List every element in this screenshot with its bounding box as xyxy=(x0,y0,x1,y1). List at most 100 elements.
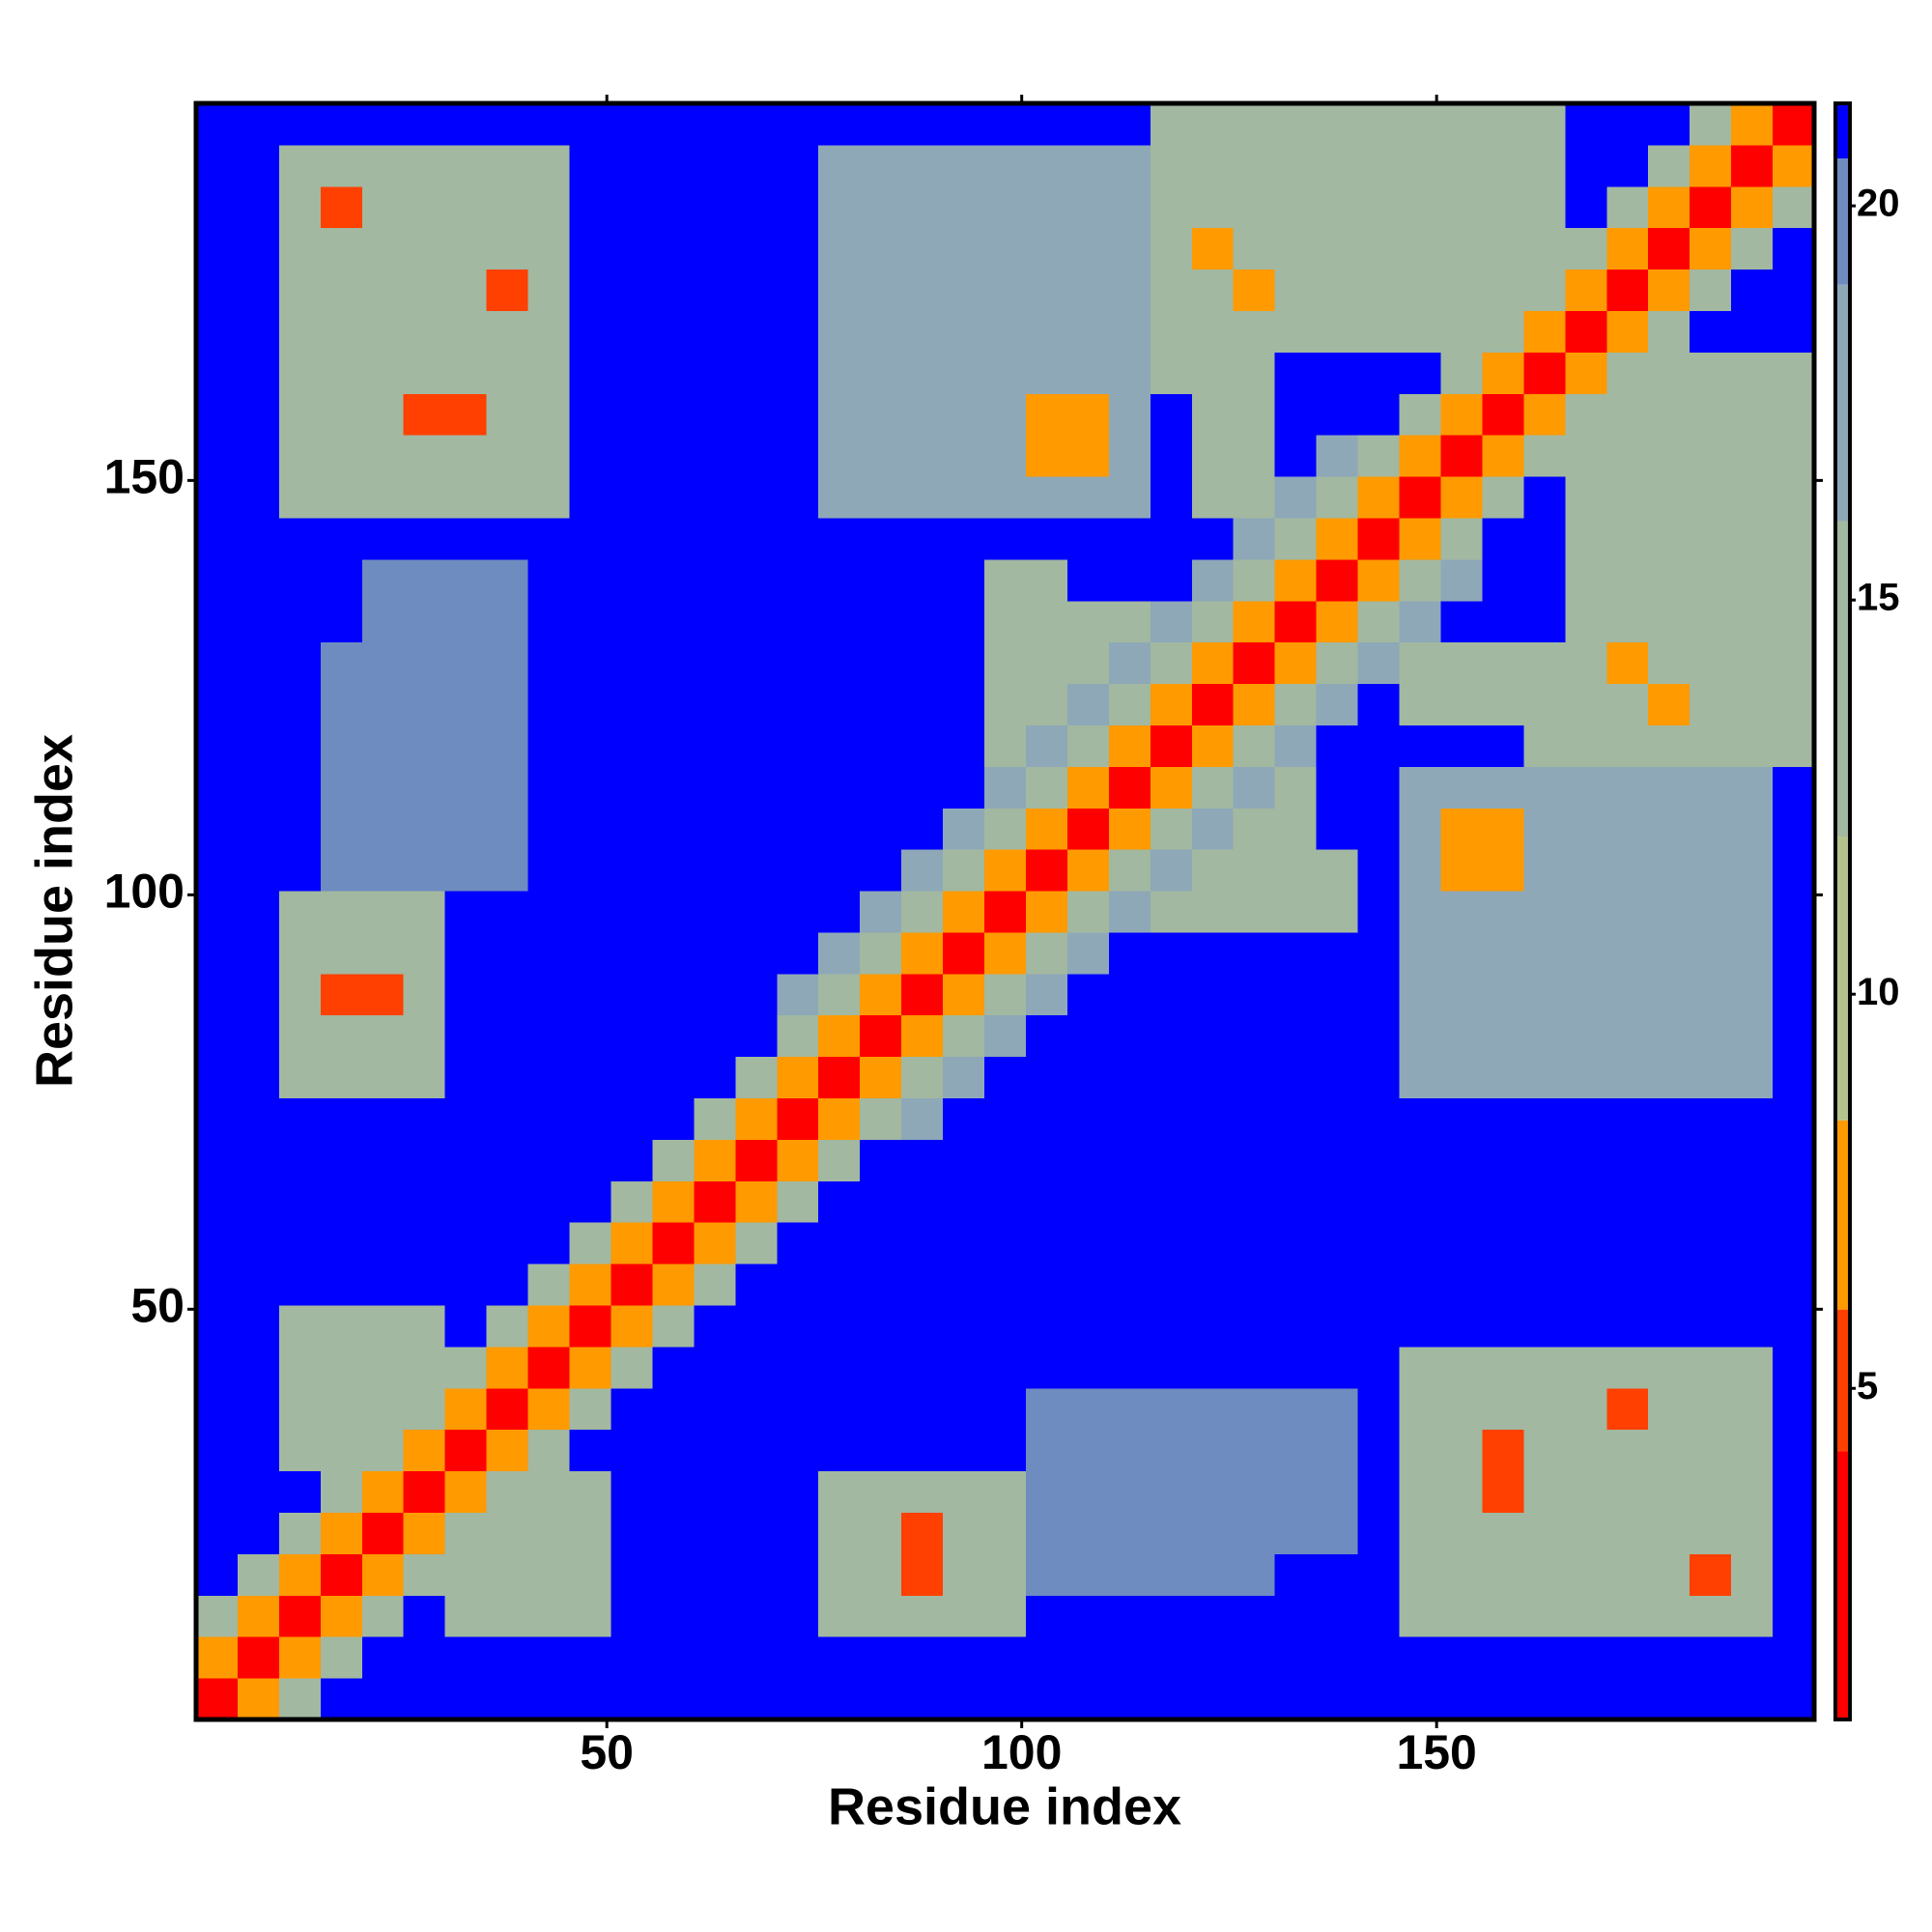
heatmap-cell xyxy=(320,641,363,685)
heatmap-cell xyxy=(361,1470,405,1514)
heatmap-cell xyxy=(1066,310,1110,353)
heatmap-cell xyxy=(901,1097,944,1140)
heatmap-cell xyxy=(901,1470,944,1514)
heatmap-cell xyxy=(1316,476,1359,519)
heatmap-cell xyxy=(1150,973,1193,1016)
heatmap-cell xyxy=(1648,1470,1690,1514)
heatmap-cell xyxy=(1648,724,1690,767)
heatmap-cell xyxy=(569,393,611,436)
heatmap-cell xyxy=(984,1512,1027,1554)
heatmap-cell xyxy=(278,1470,322,1514)
heatmap-cell xyxy=(943,185,985,229)
heatmap-cell xyxy=(486,600,529,643)
heatmap-cell xyxy=(1523,103,1566,146)
heatmap-cell xyxy=(527,476,571,519)
heatmap-cell xyxy=(1316,1678,1359,1720)
heatmap-cell xyxy=(237,1470,280,1514)
heatmap-cell xyxy=(444,641,488,685)
heatmap-cell xyxy=(694,517,736,560)
heatmap-cell xyxy=(1690,227,1732,270)
heatmap-cell xyxy=(1440,144,1483,187)
heatmap-cell xyxy=(901,891,944,933)
heatmap-cell xyxy=(1191,891,1235,933)
heatmap-cell xyxy=(1773,724,1815,767)
heatmap-cell xyxy=(1108,1678,1151,1720)
heatmap-cell xyxy=(1773,1346,1815,1389)
heatmap-cell xyxy=(486,476,529,519)
heatmap-cell xyxy=(527,1222,571,1264)
heatmap-cell xyxy=(1731,931,1774,975)
heatmap-cell xyxy=(1690,144,1732,187)
heatmap-cell xyxy=(1233,1014,1276,1058)
heatmap-cell xyxy=(403,103,446,146)
heatmap-cell xyxy=(1565,931,1607,975)
heatmap-cell xyxy=(694,766,736,809)
heatmap-cell xyxy=(1025,849,1068,892)
heatmap-cell xyxy=(527,1678,571,1720)
heatmap-cell xyxy=(1316,269,1359,311)
heatmap-cell xyxy=(1357,1264,1401,1306)
heatmap-cell xyxy=(694,1180,736,1223)
heatmap-cell xyxy=(1482,641,1524,685)
heatmap-cell xyxy=(984,435,1027,477)
heatmap-cell xyxy=(1565,185,1607,229)
heatmap-cell xyxy=(1274,1056,1318,1099)
heatmap-cell xyxy=(1233,973,1276,1016)
heatmap-cell xyxy=(1025,476,1068,519)
heatmap-cell xyxy=(1233,641,1276,685)
heatmap-cell xyxy=(1357,724,1401,767)
heatmap-cell xyxy=(1523,1222,1566,1264)
heatmap-cell xyxy=(527,1470,571,1514)
heatmap-cell xyxy=(1523,766,1566,809)
heatmap-cell xyxy=(444,227,488,270)
heatmap-cell xyxy=(860,103,902,146)
heatmap-cell xyxy=(777,808,819,850)
heatmap-cell xyxy=(1523,1097,1566,1140)
heatmap-cell xyxy=(1482,517,1524,560)
heatmap-cell xyxy=(652,1014,695,1058)
heatmap-cell xyxy=(1357,1056,1401,1099)
heatmap-cell xyxy=(1773,393,1815,436)
heatmap-cell xyxy=(1523,310,1566,353)
heatmap-cell xyxy=(320,393,363,436)
heatmap-cell xyxy=(1274,641,1318,685)
heatmap-cell xyxy=(1523,558,1566,602)
heatmap-cell xyxy=(278,1595,322,1637)
heatmap-cell xyxy=(1440,1387,1483,1431)
heatmap-cell xyxy=(1191,1305,1235,1348)
heatmap-cell xyxy=(1565,973,1607,1016)
heatmap-cell xyxy=(196,476,239,519)
heatmap-cell xyxy=(569,1056,611,1099)
heatmap-cell xyxy=(1565,891,1607,933)
heatmap-cell xyxy=(1690,891,1732,933)
heatmap-cell xyxy=(1565,724,1607,767)
heatmap-cell xyxy=(278,310,322,353)
heatmap-cell xyxy=(1316,1139,1359,1181)
heatmap-cell xyxy=(1523,683,1566,725)
heatmap-cell xyxy=(694,683,736,725)
heatmap-cell xyxy=(777,1264,819,1306)
heatmap-cell xyxy=(1648,808,1690,850)
heatmap-cell xyxy=(1150,1180,1193,1223)
heatmap-cell xyxy=(611,227,653,270)
heatmap-cell xyxy=(1690,310,1732,353)
heatmap-cell xyxy=(694,600,736,643)
heatmap-cell xyxy=(1357,600,1401,643)
heatmap-cell xyxy=(1440,600,1483,643)
heatmap-cell xyxy=(1523,1014,1566,1058)
heatmap-cell xyxy=(1523,1180,1566,1223)
heatmap-cell xyxy=(361,766,405,809)
heatmap-cell xyxy=(777,435,819,477)
heatmap-cell xyxy=(611,393,653,436)
heatmap-cell xyxy=(860,1180,902,1223)
heatmap-cell xyxy=(1731,1305,1774,1348)
heatmap-cell xyxy=(1523,973,1566,1016)
heatmap-cell xyxy=(278,808,322,850)
heatmap-cell xyxy=(527,1305,571,1348)
heatmap-cell xyxy=(1150,931,1193,975)
heatmap-cell xyxy=(1440,1139,1483,1181)
heatmap-cell xyxy=(943,352,985,394)
heatmap-cell xyxy=(1191,1097,1235,1140)
heatmap-cell xyxy=(1233,1470,1276,1514)
heatmap-cell xyxy=(1357,227,1401,270)
